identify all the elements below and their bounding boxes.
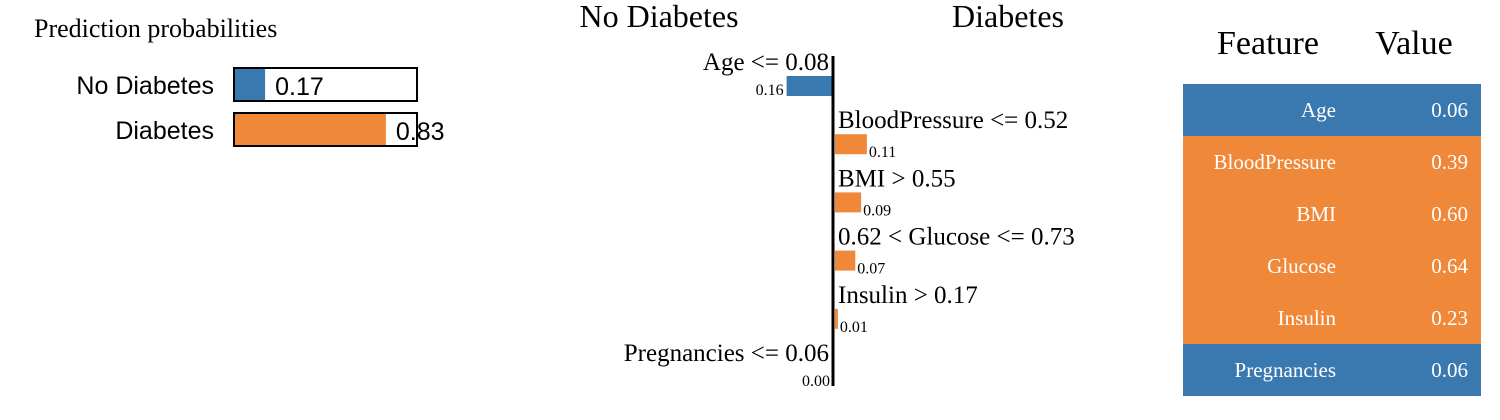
table-cell-feature: Pregnancies (1235, 358, 1336, 382)
feature-value-table: Feature Value Age 0.06 BloodPressure 0.39 BM… (1183, 25, 1481, 396)
feature-weight-label: 0.11 (869, 144, 896, 161)
feature-condition-label: Insulin > 0.17 (838, 282, 978, 309)
table-cell-feature: Insulin (1278, 306, 1337, 330)
table-row (1183, 188, 1481, 240)
feature-weight-bar (835, 250, 856, 271)
feature-weights-panel: No Diabetes Diabetes Age <= 0.08 0.16 Bloo… (579, 0, 1074, 390)
feature-condition-label: Pregnancies <= 0.06 (624, 340, 829, 367)
feature-weight-bar (835, 192, 862, 213)
feature-condition-label: BloodPressure <= 0.52 (838, 107, 1068, 134)
table-cell-feature: BloodPressure (1214, 150, 1337, 174)
table-row (1183, 292, 1481, 344)
feature-weight-label: 0.09 (863, 202, 891, 219)
feature-condition-label: Age <= 0.08 (703, 49, 829, 76)
table-row (1183, 136, 1481, 188)
feature-weight-label: 0.01 (840, 319, 868, 336)
feature-condition-label: BMI > 0.55 (838, 165, 956, 192)
table-cell-feature: BMI (1296, 202, 1336, 226)
feature-weight-label: 0.00 (802, 373, 830, 390)
prediction-probabilities-panel: Prediction probabilities No Diabetes 0.17… (34, 14, 445, 147)
table-row (1183, 344, 1481, 396)
proba-bar (235, 114, 386, 145)
class-label-negative: No Diabetes (579, 0, 738, 34)
table-cell-value: 0.06 (1431, 358, 1468, 382)
feature-condition-label: 0.62 < Glucose <= 0.73 (838, 224, 1075, 251)
table-row (1183, 240, 1481, 292)
table-cell-value: 0.60 (1431, 202, 1468, 226)
feature-weight-label: 0.16 (756, 82, 784, 99)
class-label-positive: Diabetes (952, 0, 1064, 34)
table-cell-feature: Age (1301, 98, 1336, 122)
table-cell-feature: Glucose (1267, 254, 1336, 278)
feature-weight-bar (786, 76, 833, 96)
feature-weight-label: 0.07 (857, 261, 885, 278)
proba-title: Prediction probabilities (34, 14, 277, 43)
feature-weight-bar (835, 134, 867, 155)
proba-bar (235, 69, 266, 100)
proba-value-label: 0.83 (396, 118, 445, 146)
table-header-value: Value (1375, 25, 1452, 62)
table-cell-value: 0.64 (1431, 254, 1468, 278)
table-cell-value: 0.39 (1431, 150, 1468, 174)
proba-category-label: No Diabetes (76, 72, 214, 100)
table-row (1183, 84, 1481, 136)
feature-weight-bar (835, 308, 838, 329)
proba-value-label: 0.17 (275, 73, 324, 101)
table-cell-value: 0.06 (1431, 98, 1468, 122)
proba-category-label: Diabetes (115, 117, 214, 145)
table-header-feature: Feature (1217, 25, 1319, 62)
table-cell-value: 0.23 (1431, 306, 1468, 330)
